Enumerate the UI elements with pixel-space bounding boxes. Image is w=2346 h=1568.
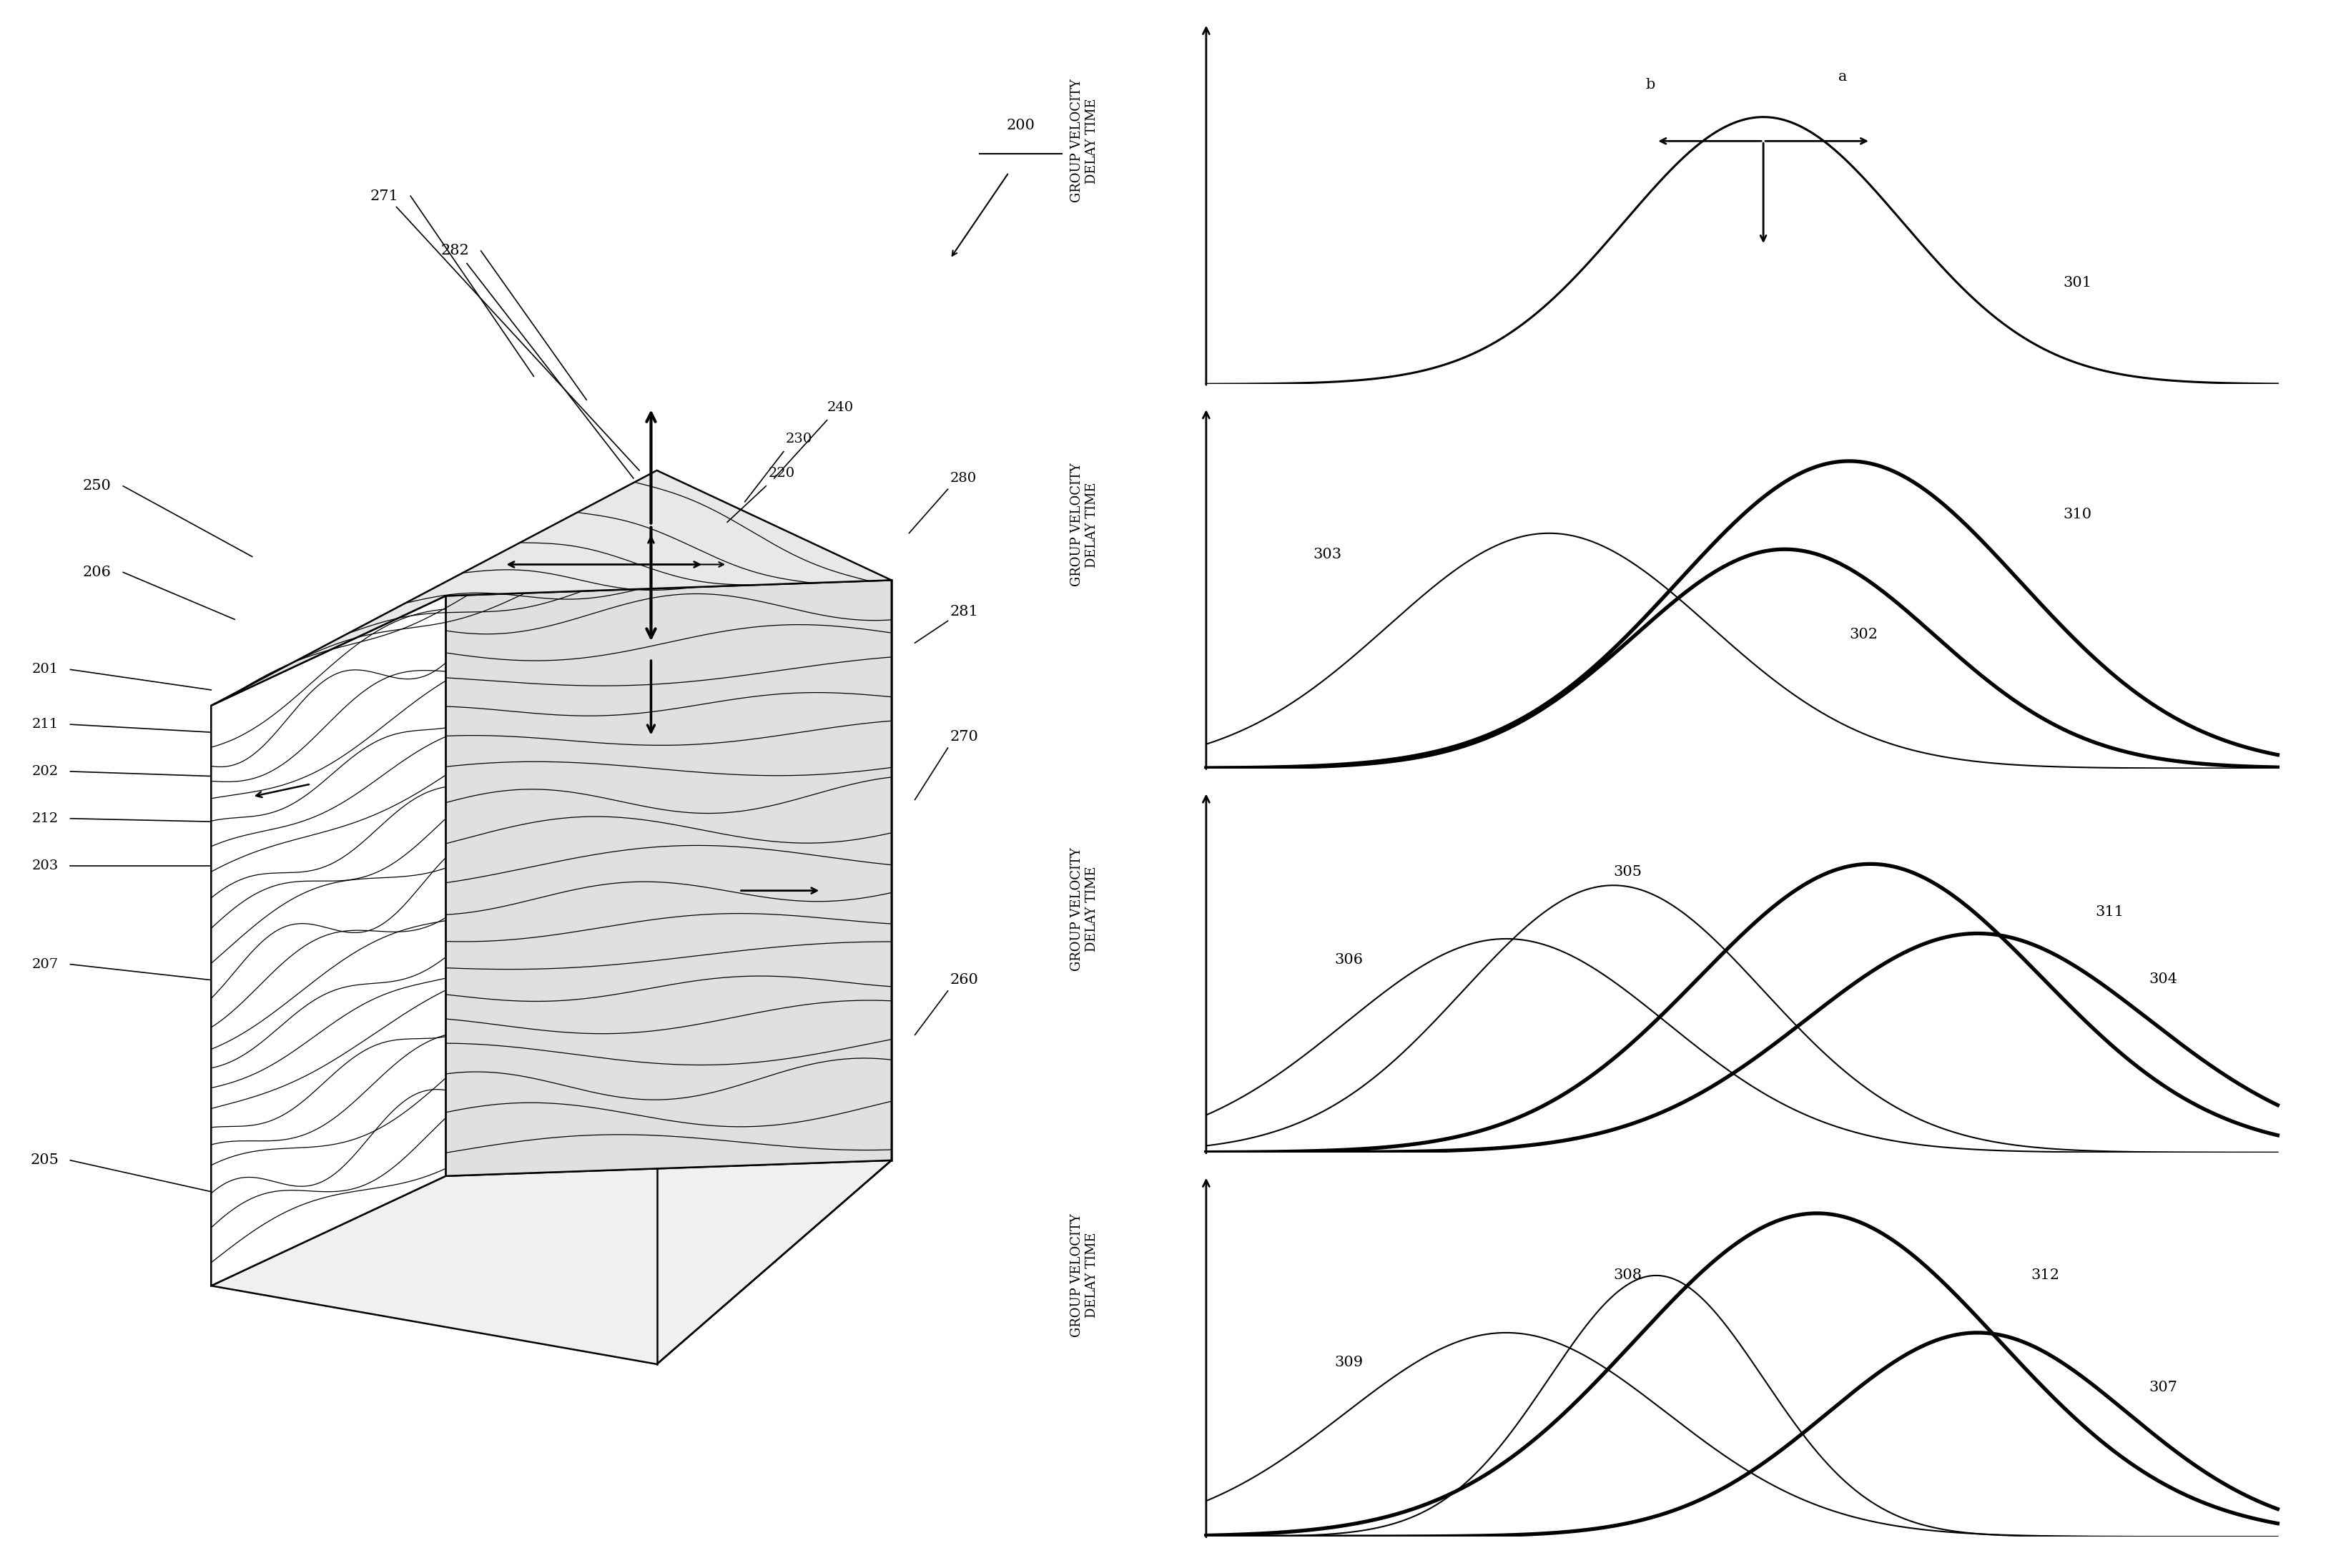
Text: 260: 260	[950, 974, 978, 986]
Text: 230: 230	[786, 433, 812, 445]
Text: 270: 270	[950, 731, 978, 743]
Text: 306: 306	[1335, 953, 1363, 967]
Text: 211: 211	[33, 718, 59, 731]
Text: GROUP VELOCITY
DELAY TIME: GROUP VELOCITY DELAY TIME	[1070, 1214, 1098, 1338]
Text: 305: 305	[1614, 866, 1642, 878]
Text: 220: 220	[769, 467, 795, 480]
Text: 201: 201	[33, 663, 59, 676]
Text: 207: 207	[33, 958, 59, 971]
Text: GROUP VELOCITY
DELAY TIME: GROUP VELOCITY DELAY TIME	[1070, 78, 1098, 202]
Text: WAVELENGTH: WAVELENGTH	[1689, 420, 1795, 433]
Text: 311: 311	[2095, 905, 2123, 919]
Text: 303: 303	[1314, 547, 1342, 561]
Text: 282: 282	[441, 245, 469, 257]
Text: 203: 203	[33, 859, 59, 872]
Text: 281: 281	[950, 605, 978, 618]
Text: 304: 304	[2149, 972, 2177, 986]
Text: 271: 271	[371, 190, 399, 202]
Text: WAVELENGTH: WAVELENGTH	[1689, 804, 1795, 817]
Polygon shape	[211, 1160, 891, 1364]
Text: 309: 309	[1335, 1356, 1363, 1369]
Text: 206: 206	[82, 566, 110, 579]
Text: 308: 308	[1614, 1269, 1642, 1283]
Text: GROUP VELOCITY
DELAY TIME: GROUP VELOCITY DELAY TIME	[1070, 847, 1098, 971]
Text: 240: 240	[826, 401, 854, 414]
Polygon shape	[211, 470, 891, 706]
Polygon shape	[211, 596, 446, 1286]
Text: 202: 202	[33, 765, 59, 778]
Text: 307: 307	[2149, 1380, 2177, 1394]
Text: 302: 302	[1849, 627, 1877, 641]
Text: GROUP VELOCITY
DELAY TIME: GROUP VELOCITY DELAY TIME	[1070, 463, 1098, 586]
Text: 310: 310	[2064, 508, 2093, 521]
Text: 212: 212	[33, 812, 59, 825]
Text: a: a	[1839, 71, 1846, 83]
Text: 205: 205	[30, 1154, 59, 1167]
Text: 312: 312	[2032, 1269, 2060, 1283]
Text: 200: 200	[1006, 119, 1035, 132]
Text: 250: 250	[82, 480, 110, 492]
Polygon shape	[446, 580, 891, 1176]
Text: WAVELENGTH: WAVELENGTH	[1689, 1189, 1795, 1201]
Text: 280: 280	[950, 472, 976, 485]
Text: b: b	[1645, 78, 1654, 93]
Text: 301: 301	[2064, 276, 2093, 290]
